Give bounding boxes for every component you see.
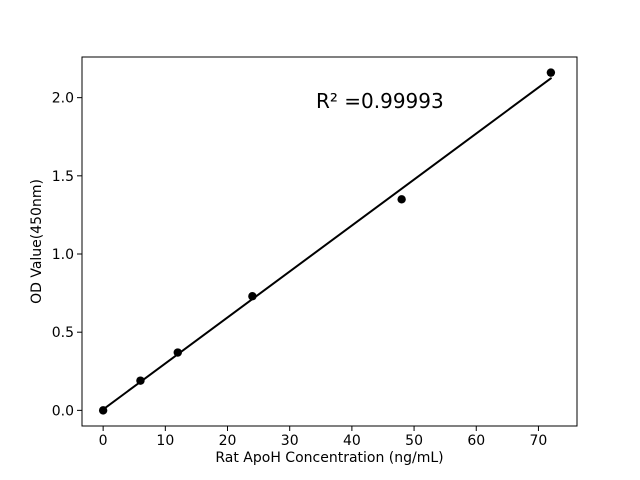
x-tick-label: 60	[467, 433, 485, 449]
data-points	[98, 68, 556, 415]
y-tick-label: 0.0	[52, 403, 74, 419]
y-tick-label: 0.5	[52, 325, 74, 341]
y-axis-label: OD Value(450nm)	[29, 179, 45, 304]
x-tick-label: 40	[343, 433, 361, 449]
data-point	[98, 406, 108, 415]
x-tick-label: 50	[405, 433, 423, 449]
data-point	[136, 376, 145, 385]
x-tick-label: 0	[99, 433, 108, 449]
data-point	[173, 348, 182, 357]
y-tick-label: 1.0	[52, 247, 74, 263]
x-axis: 0 10 20 30 40 50 60 70	[99, 426, 548, 449]
r-squared-annotation: R² =0.99993	[316, 89, 444, 113]
x-tick-label: 30	[281, 433, 299, 449]
data-point	[248, 292, 257, 301]
data-point	[397, 195, 406, 204]
data-point	[546, 68, 556, 77]
x-axis-label: Rat ApoH Concentration (ng/mL)	[215, 450, 443, 466]
y-axis: 0.0 0.5 1.0 1.5 2.0	[52, 91, 82, 419]
x-tick-label: 10	[156, 433, 174, 449]
y-tick-label: 1.5	[52, 169, 74, 185]
x-tick-label: 20	[219, 433, 237, 449]
y-tick-label: 2.0	[52, 91, 74, 107]
x-tick-label: 70	[530, 433, 548, 449]
